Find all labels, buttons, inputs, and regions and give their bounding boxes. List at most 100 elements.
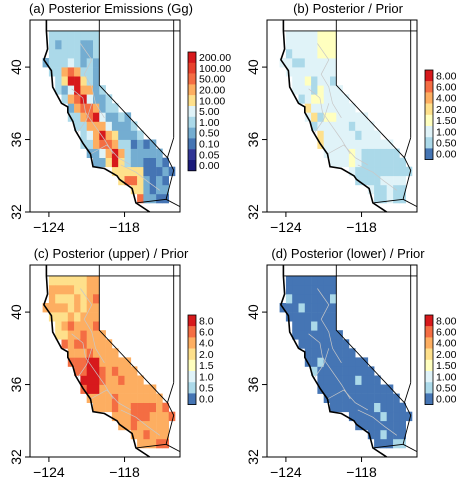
grid-cell <box>317 103 324 113</box>
county-line <box>76 103 93 135</box>
grid-cell <box>74 67 81 77</box>
grid-cell <box>311 348 318 358</box>
plot-frame <box>266 264 418 458</box>
legend-swatch <box>188 160 196 171</box>
grid-cell <box>399 193 406 204</box>
grid-cell <box>311 312 318 322</box>
grid-cell <box>374 157 381 168</box>
y-tick-label: 36 <box>245 132 261 148</box>
map-posterior-emissions: (a) Posterior Emissions (Gg) −124 −118 32 36… <box>8 1 231 235</box>
legend-label: 0.00 <box>436 149 457 161</box>
grid-cell <box>99 375 106 385</box>
grid-cell <box>48 284 56 295</box>
grid-cell <box>336 348 343 358</box>
grid-cell <box>74 58 81 68</box>
grid-cell <box>330 366 337 376</box>
grid-cell <box>336 157 343 168</box>
legend-swatch <box>425 337 433 349</box>
grid-cell <box>367 184 375 195</box>
grid-cell <box>336 103 343 113</box>
grid-cell <box>105 366 113 376</box>
grid-cell <box>149 184 157 195</box>
county-line <box>80 43 105 118</box>
grid-cell <box>355 139 362 149</box>
grid-cell <box>86 67 94 77</box>
grid-cell <box>74 76 81 86</box>
x-tick-label: −124 <box>33 219 65 235</box>
grid-cell <box>323 76 331 86</box>
grid-cell <box>304 58 312 68</box>
county-line <box>357 164 398 191</box>
county-line <box>71 88 114 155</box>
grid-cell <box>93 49 100 59</box>
grid-cell <box>93 294 100 304</box>
grid-cell <box>149 166 157 177</box>
legend-label: 0.10 <box>199 139 220 151</box>
grid-cell <box>323 94 331 104</box>
grid-cell <box>80 375 87 385</box>
legend-swatch <box>188 348 196 360</box>
grid-cell <box>298 30 306 41</box>
state-border <box>372 137 412 204</box>
legend-label: 10.00 <box>199 95 225 107</box>
grid-cell <box>330 85 337 95</box>
grid-cell <box>99 330 106 340</box>
grid-cell <box>361 112 369 122</box>
county-line <box>317 43 342 118</box>
coastline <box>43 265 151 458</box>
grid-cell <box>298 303 306 313</box>
grid-cell <box>292 294 299 304</box>
grid-cell <box>323 312 331 322</box>
grid-cell <box>111 393 119 403</box>
grid-cell <box>99 348 106 358</box>
grid-cell <box>298 85 306 95</box>
grid-cell <box>330 76 337 86</box>
grid-cell <box>137 148 144 158</box>
legend-label: 5.00 <box>199 106 220 118</box>
state-border <box>335 265 405 404</box>
grid-cell <box>74 357 81 367</box>
grid-cell <box>124 166 132 177</box>
y-tick-label: 40 <box>245 59 261 75</box>
grid-cell <box>124 121 132 131</box>
county-line <box>327 389 368 411</box>
grid-cell <box>143 411 150 422</box>
grid-cell <box>137 375 144 385</box>
legend: 8.006.004.002.001.501.000.500.00 <box>424 314 457 406</box>
grid-cell <box>386 393 394 403</box>
grid-cell <box>330 94 337 104</box>
grid-cell <box>374 438 381 449</box>
grid-cell <box>93 67 100 77</box>
grid-cell <box>330 39 337 50</box>
legend-label: 0.0 <box>199 394 214 406</box>
state-border <box>402 443 418 452</box>
grid-cell <box>55 330 62 340</box>
grid-cell <box>374 175 381 186</box>
grid-cell <box>323 375 331 385</box>
grid-cell <box>317 58 324 68</box>
y-tick-label: 36 <box>8 132 24 148</box>
grid-cell <box>348 130 356 140</box>
grid-cell <box>80 30 87 41</box>
grid-cell <box>380 184 387 195</box>
legend-label: 2.0 <box>199 349 214 361</box>
grid-cell <box>311 330 318 340</box>
grid-cell <box>355 384 362 394</box>
y-tick-label: 40 <box>8 304 24 320</box>
grid-cell <box>355 393 362 403</box>
grid-cell <box>130 366 138 376</box>
panel-posterior-upper-prior: (c) Posterior (upper) / Prior −124 −118 32 3… <box>0 245 237 489</box>
grid-cell <box>380 157 387 168</box>
grid-cell <box>367 384 375 394</box>
grid-cell <box>298 58 306 68</box>
grid-cell <box>336 85 343 95</box>
grid-cell <box>93 94 100 104</box>
grid-cell <box>355 112 362 122</box>
grid-cell <box>111 139 119 149</box>
grid-cell <box>99 94 106 104</box>
grid-cell <box>137 193 144 204</box>
grid-cell <box>311 67 318 77</box>
grid-cell <box>118 393 125 403</box>
grid-cell <box>130 402 138 413</box>
grid-cell <box>285 303 293 313</box>
